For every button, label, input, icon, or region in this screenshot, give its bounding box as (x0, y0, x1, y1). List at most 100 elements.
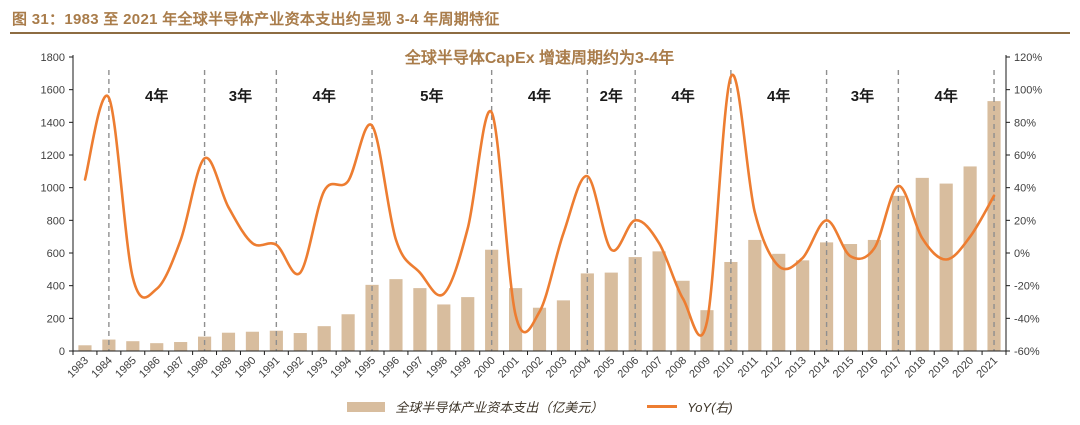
left-axis-label: 1200 (41, 150, 65, 162)
capex-legend-label: 全球半导体产业资本支出（亿美元） (395, 400, 604, 415)
x-axis-label: 2020 (950, 355, 976, 381)
capex-bar-2007 (652, 251, 666, 351)
right-axis-label: -40% (1014, 313, 1040, 325)
x-axis-label: 1984 (89, 355, 115, 381)
capex-bar-2005 (604, 272, 618, 351)
capex-bar-1993 (317, 326, 331, 351)
x-axis-label: 2008 (663, 355, 689, 381)
x-axis-label: 1986 (137, 355, 163, 381)
capex-bar-1984 (102, 339, 116, 351)
x-axis-label: 1985 (113, 355, 139, 381)
x-axis-label: 2011 (736, 355, 761, 380)
capex-bar-2003 (556, 300, 571, 351)
x-axis-label: 2001 (496, 355, 522, 381)
capex-bar-2015 (843, 244, 858, 351)
capex-bar-2020 (963, 166, 977, 351)
capex-bar-1990 (245, 331, 260, 351)
capex-bar-1996 (389, 279, 403, 351)
left-axis-label: 1000 (41, 183, 65, 195)
x-axis-label: 1983 (65, 355, 91, 381)
cycle-label-5: 2年 (600, 87, 623, 105)
x-axis-label: 1998 (424, 355, 450, 381)
capex-bar-1998 (437, 304, 451, 351)
x-axis-label: 1995 (352, 355, 378, 381)
capex-bar-1989 (221, 332, 236, 351)
x-axis-label: 2015 (831, 355, 857, 381)
yoy-legend-swatch-icon (647, 405, 678, 408)
capex-bar-2004 (580, 273, 594, 351)
x-axis-label: 2010 (711, 355, 737, 381)
x-axis-label: 2009 (687, 355, 713, 381)
x-axis-label: 1992 (281, 355, 307, 381)
header-rule (10, 32, 1070, 34)
chart-legend: 全球半导体产业资本支出（亿美元） YoY(右) (0, 397, 1080, 416)
x-axis-label: 1989 (209, 355, 235, 381)
right-axis-label: 100% (1014, 85, 1042, 97)
x-axis-label: 1997 (400, 355, 426, 381)
x-axis-label: 2006 (616, 355, 642, 381)
capex-bar-2013 (796, 260, 810, 351)
right-axis-label: 0% (1014, 248, 1030, 260)
right-axis-label: 40% (1014, 183, 1036, 195)
right-axis-label: 80% (1014, 117, 1036, 129)
capex-bar-1987 (174, 342, 188, 351)
cycle-label-9: 4年 (935, 87, 958, 105)
capex-bar-2016 (867, 239, 882, 351)
yoy-legend-label: YoY(右) (687, 400, 733, 415)
x-axis-label: 1991 (257, 355, 283, 381)
right-axis-label: 120% (1014, 52, 1042, 64)
left-axis-label: 1400 (41, 117, 65, 129)
x-axis-label: 2018 (903, 355, 929, 381)
right-axis-label: -60% (1014, 346, 1040, 358)
yoy-line (83, 73, 996, 337)
left-axis-label: 200 (47, 313, 65, 325)
right-axis-label: -20% (1014, 281, 1040, 293)
cycle-label-1: 3年 (229, 87, 252, 105)
x-axis-label: 1994 (328, 355, 354, 381)
capex-bar-1997 (413, 288, 427, 351)
capex-legend-swatch-icon (347, 401, 386, 412)
capex-bar-1985 (126, 341, 140, 351)
x-axis-label: 2012 (759, 355, 785, 381)
capex-bar-1992 (293, 333, 307, 351)
left-axis-label: 1600 (41, 85, 65, 97)
cycle-label-6: 4年 (671, 87, 694, 105)
capex-bar-2018 (915, 177, 929, 351)
cycle-label-2: 4年 (313, 87, 336, 105)
x-axis-label: 1999 (448, 355, 474, 381)
capex-bar-2011 (748, 239, 762, 351)
x-axis-label: 2007 (639, 355, 665, 381)
capex-bar-2000 (485, 249, 499, 351)
left-axis-label: 800 (47, 215, 65, 227)
cycle-label-0: 4年 (145, 87, 168, 105)
x-axis-label: 1988 (185, 355, 211, 381)
x-axis-label: 2005 (592, 355, 618, 381)
left-axis-label: 400 (47, 281, 65, 293)
x-axis-label: 1996 (376, 355, 402, 381)
x-axis-label: 2000 (472, 355, 498, 381)
capex-bar-1986 (150, 343, 164, 351)
x-axis-label: 1990 (233, 355, 259, 381)
capex-bar-1994 (341, 314, 355, 351)
x-axis-label: 2017 (879, 355, 905, 381)
capex-bar-2008 (676, 280, 690, 351)
x-axis-label: 2021 (974, 355, 1000, 381)
capex-bar-1983 (78, 345, 92, 351)
x-axis-label: 2019 (927, 355, 953, 381)
left-axis-label: 0 (59, 346, 65, 358)
capex-bar-1999 (461, 297, 475, 351)
x-axis-label: 2004 (568, 355, 594, 381)
left-axis-label: 1800 (41, 52, 65, 64)
x-axis-label: 2014 (807, 355, 833, 381)
x-axis-label: 1993 (305, 355, 331, 381)
capex-bar-2019 (939, 183, 953, 351)
x-axis-label: 2013 (783, 355, 809, 381)
cycle-label-8: 3年 (851, 87, 874, 105)
cycle-label-4: 4年 (528, 87, 551, 105)
cycle-label-7: 4年 (767, 87, 790, 105)
capex-bar-2017 (891, 195, 905, 351)
figure-title: 图 31：1983 至 2021 年全球半导体产业资本支出约呈现 3-4 年周期… (12, 11, 500, 28)
x-axis-label: 2003 (544, 355, 570, 381)
